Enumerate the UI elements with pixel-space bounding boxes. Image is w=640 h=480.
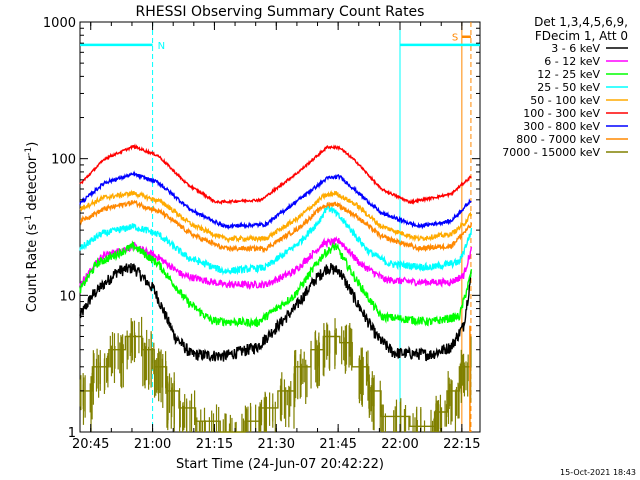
legend-label-6: 300 - 800 keV (523, 120, 600, 133)
series-line-8 (80, 335, 472, 433)
series-line-2 (79, 240, 473, 329)
y-label-part3: ) (25, 142, 40, 147)
x-tick-label-5: 22:00 (381, 437, 418, 452)
series-line-7 (79, 199, 473, 254)
y-label-sup2: -1 (24, 147, 34, 156)
y-tick-label-1: 10 (59, 289, 76, 304)
y-tick-label-2: 100 (51, 153, 76, 168)
annotation-night: N (158, 41, 165, 52)
legend-header-line2: FDecim 1, Att 0 (535, 29, 628, 43)
series-line-0 (79, 263, 472, 363)
legend: Det 1,3,4,5,6,9, FDecim 1, Att 0 3 - 6 k… (502, 15, 628, 159)
series-line-3 (79, 202, 473, 276)
y-tick-label-3: 1000 (43, 16, 76, 31)
y-label-part1: Count Rate (s (25, 224, 40, 313)
y-label-part2: detector (25, 155, 40, 215)
legend-label-2: 12 - 25 keV (537, 68, 600, 81)
series-line-4 (79, 189, 473, 244)
x-tick-label-1: 21:00 (134, 437, 171, 452)
legend-label-7: 800 - 7000 keV (516, 133, 600, 146)
annotation-saa: S (452, 33, 458, 44)
plot-area (79, 21, 481, 433)
axes: 20:45 21:00 21:15 21:30 21:45 22:00 22:15 1 10 10… (43, 16, 481, 452)
x-tick-label-2: 21:15 (196, 437, 233, 452)
legend-header-line1: Det 1,3,4,5,6,9, (534, 15, 628, 29)
legend-label-8: 7000 - 15000 keV (502, 146, 600, 159)
legend-label-5: 100 - 300 keV (523, 107, 600, 120)
legend-label-1: 6 - 12 keV (544, 55, 600, 68)
x-tick-label-3: 21:30 (258, 437, 295, 452)
plot-frame (79, 21, 481, 433)
x-axis-label: Start Time (24-Jun-07 20:42:22) (176, 457, 384, 472)
series-line-1 (79, 235, 473, 291)
y-axis-label: Count Rate (s-1 detector-1) (24, 142, 40, 313)
footer-timestamp: 15-Oct-2021 18:43 (560, 468, 636, 477)
chart-title: RHESSI Observing Summary Count Rates (136, 4, 425, 20)
series-line-5 (79, 143, 472, 206)
series-line-6 (79, 170, 472, 231)
interval-markers: NS (80, 22, 480, 432)
series-lines (79, 143, 473, 433)
x-tick-label-0: 20:45 (72, 437, 109, 452)
x-tick-label-4: 21:45 (319, 437, 356, 452)
legend-label-3: 25 - 50 keV (537, 81, 600, 94)
y-tick-label-0: 1 (68, 426, 76, 441)
x-tick-label-6: 22:15 (443, 437, 480, 452)
legend-label-0: 3 - 6 keV (551, 42, 600, 55)
y-label-sup1: -1 (24, 215, 34, 224)
legend-label-4: 50 - 100 keV (530, 94, 600, 107)
